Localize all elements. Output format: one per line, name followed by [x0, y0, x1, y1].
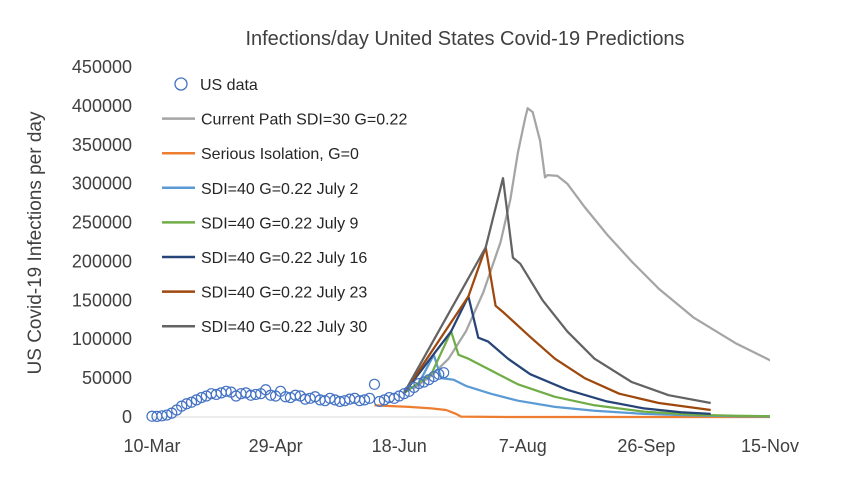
- data-point: [230, 390, 242, 402]
- plot-area: [146, 107, 770, 422]
- y-tick-label: 0: [122, 407, 132, 427]
- data-point: [358, 394, 371, 406]
- data-point: [190, 394, 203, 406]
- data-point: [195, 391, 208, 404]
- data-point: [289, 389, 301, 401]
- y-tick-label: 50000: [82, 368, 132, 388]
- data-point: [185, 396, 198, 408]
- legend-label: SDI=40 G=0.22 July 9: [201, 215, 359, 232]
- y-axis-label: US Covid-19 Infections per day: [25, 111, 46, 374]
- y-tick-label: 400000: [72, 96, 132, 116]
- legend-label: SDI=40 G=0.22 July 30: [201, 319, 367, 336]
- legend-marker: [174, 77, 188, 91]
- y-tick-label: 350000: [72, 135, 132, 155]
- data-point: [161, 409, 173, 421]
- data-point: [388, 392, 400, 404]
- x-tick-label: 29-Apr: [249, 436, 303, 456]
- chart-title: Infections/day United States Covid-19 Pr…: [245, 28, 684, 50]
- series-line: [403, 177, 711, 405]
- data-point: [368, 378, 381, 390]
- x-tick-label: 15-Nov: [741, 436, 799, 456]
- data-point: [220, 385, 232, 397]
- series-line: [374, 404, 770, 419]
- data-point: [210, 388, 222, 401]
- data-point: [413, 377, 425, 390]
- data-point: [176, 400, 188, 412]
- y-tick-label: 300000: [72, 174, 132, 194]
- legend-label: US data: [200, 77, 258, 94]
- data-point: [418, 376, 430, 388]
- data-point: [428, 370, 440, 383]
- data-point: [438, 367, 450, 379]
- legend-label: SDI=40 G=0.22 July 16: [201, 250, 367, 267]
- data-point: [398, 388, 410, 400]
- y-tick-label: 150000: [72, 290, 132, 310]
- y-tick-label: 250000: [72, 213, 132, 233]
- y-tick-label: 450000: [72, 57, 132, 77]
- series-line: [403, 246, 711, 412]
- legend-label: Current Path SDI=30 G=0.22: [201, 112, 407, 129]
- data-point: [265, 389, 277, 401]
- series-line: [403, 330, 770, 418]
- series-scatter: [146, 367, 450, 422]
- x-tick-label: 26-Sep: [617, 436, 675, 456]
- axes: 0 50000 100000 150000 200000 250000 300000 3500…: [72, 57, 799, 456]
- y-tick-label: 200000: [72, 251, 132, 271]
- legend-label: SDI=40 G=0.22 July 23: [201, 285, 367, 302]
- x-tick-label: 18-Jun: [372, 436, 427, 456]
- data-point: [181, 398, 193, 410]
- data-point: [373, 395, 386, 408]
- legend-label: Serious Isolation, G=0: [201, 146, 359, 163]
- legend-label: SDI=40 G=0.22 July 2: [201, 181, 359, 198]
- data-point: [433, 368, 445, 380]
- data-point: [324, 392, 336, 404]
- x-tick-label: 7-Aug: [499, 436, 547, 456]
- data-point: [393, 390, 405, 402]
- series-line: [413, 107, 770, 390]
- x-tick-label: 10-Mar: [123, 436, 180, 456]
- legend: US data Current Path SDI=30 G=0.22 Serious…: [162, 77, 407, 336]
- data-point: [363, 392, 376, 404]
- data-point: [250, 388, 262, 401]
- y-tick-label: 100000: [72, 329, 132, 349]
- series-lines: [374, 107, 770, 419]
